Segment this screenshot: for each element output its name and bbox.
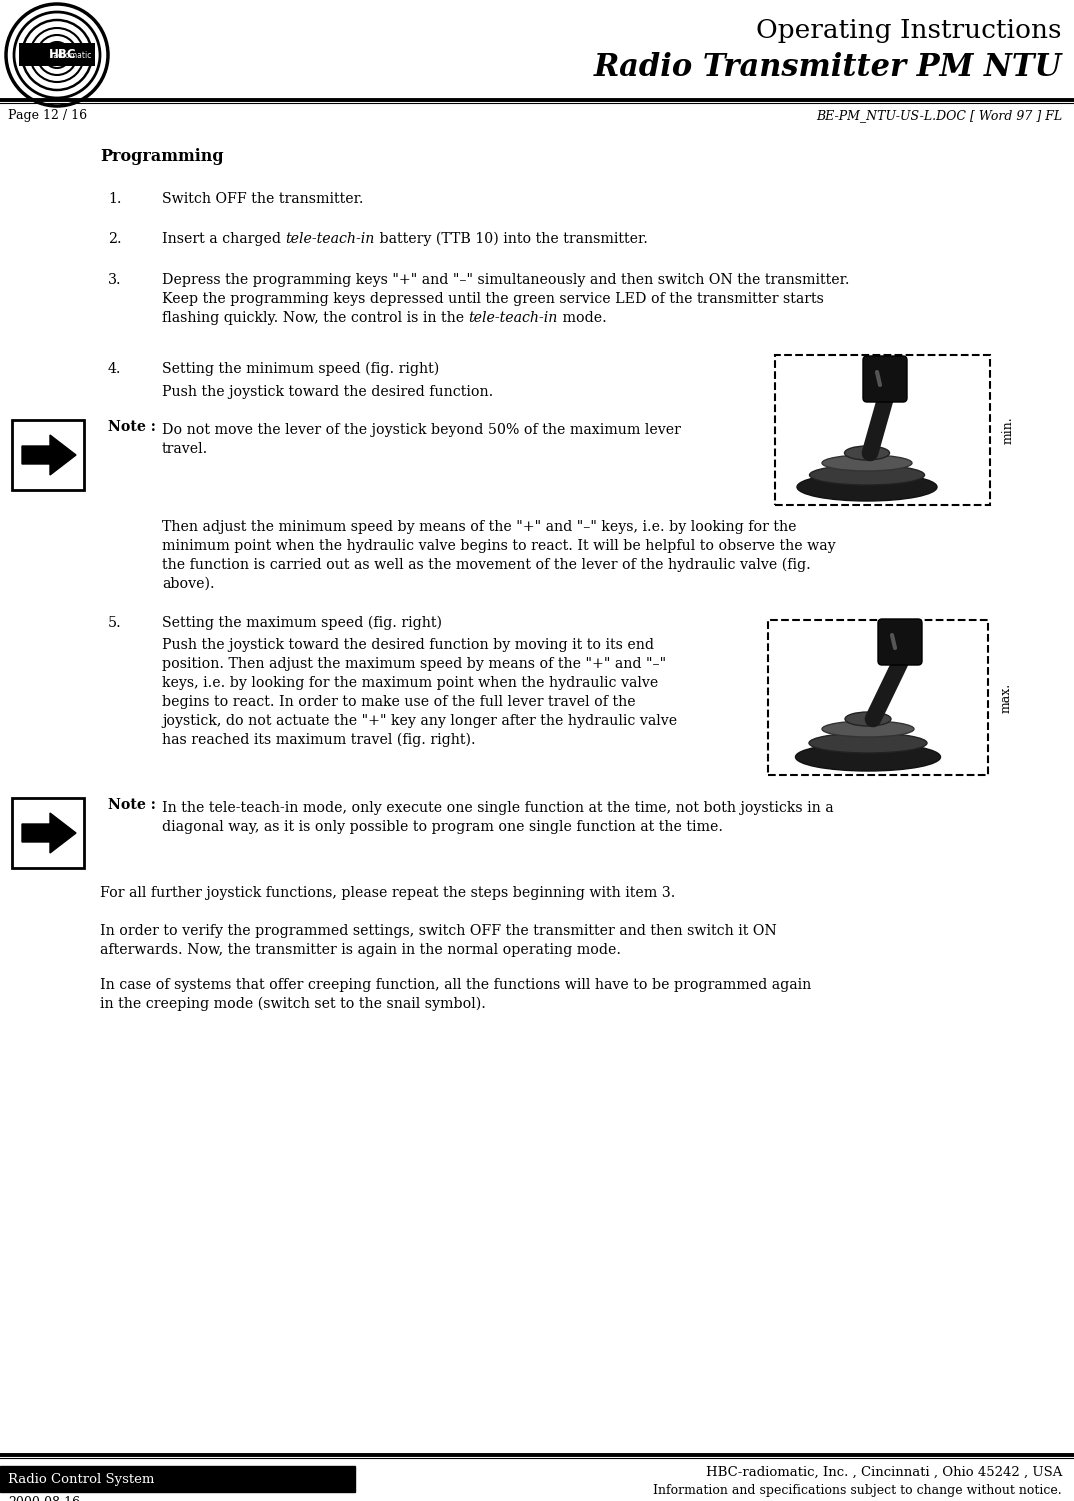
Bar <box>775 356 990 504</box>
FancyBboxPatch shape <box>863 356 908 402</box>
Bar <box>12 420 84 489</box>
Text: position. Then adjust the maximum speed by means of the "+" and "–": position. Then adjust the maximum speed … <box>162 657 666 671</box>
Bar <box>768 620 988 775</box>
Ellipse shape <box>845 711 891 726</box>
Text: min.: min. <box>1002 416 1015 444</box>
Text: 1.: 1. <box>108 192 121 206</box>
Polygon shape <box>21 814 76 853</box>
Ellipse shape <box>810 465 925 485</box>
Text: 4.: 4. <box>108 362 121 375</box>
Text: begins to react. In order to make use of the full lever travel of the: begins to react. In order to make use of… <box>162 695 636 708</box>
Text: battery (TTB 10) into the transmitter.: battery (TTB 10) into the transmitter. <box>375 233 648 246</box>
Text: tele-teach-in: tele-teach-in <box>468 311 558 326</box>
Text: Depress the programming keys "+" and "–" simultaneously and then switch ON the t: Depress the programming keys "+" and "–"… <box>162 273 850 287</box>
Text: In case of systems that offer creeping function, all the functions will have to : In case of systems that offer creeping f… <box>100 979 811 992</box>
Text: minimum point when the hydraulic valve begins to react. It will be helpful to ob: minimum point when the hydraulic valve b… <box>162 539 836 552</box>
Text: In the tele-teach-in mode, only execute one single function at the time, not bot: In the tele-teach-in mode, only execute … <box>162 802 833 815</box>
Text: In order to verify the programmed settings, switch OFF the transmitter and then : In order to verify the programmed settin… <box>100 925 777 938</box>
Bar <box>19 44 95 66</box>
Text: Setting the maximum speed (fig. right): Setting the maximum speed (fig. right) <box>162 615 442 630</box>
Ellipse shape <box>822 455 912 471</box>
Text: Note :: Note : <box>108 799 156 812</box>
Ellipse shape <box>797 473 937 501</box>
Text: Information and specifications subject to change without notice.: Information and specifications subject t… <box>653 1484 1062 1496</box>
Text: Then adjust the minimum speed by means of the "+" and "–" keys, i.e. by looking : Then adjust the minimum speed by means o… <box>162 519 797 534</box>
Text: flashing quickly. Now, the control is in the: flashing quickly. Now, the control is in… <box>162 311 468 326</box>
Text: Insert a charged: Insert a charged <box>162 233 286 246</box>
Ellipse shape <box>809 732 927 754</box>
Text: diagonal way, as it is only possible to program one single function at the time.: diagonal way, as it is only possible to … <box>162 820 723 835</box>
Text: joystick, do not actuate the "+" key any longer after the hydraulic valve: joystick, do not actuate the "+" key any… <box>162 714 677 728</box>
Text: Note :: Note : <box>108 420 156 434</box>
Bar <box>12 799 84 868</box>
Circle shape <box>5 3 108 107</box>
Ellipse shape <box>796 743 941 772</box>
Text: in the creeping mode (switch set to the snail symbol).: in the creeping mode (switch set to the … <box>100 997 485 1012</box>
Text: the function is carried out as well as the movement of the lever of the hydrauli: the function is carried out as well as t… <box>162 558 811 572</box>
Text: HBC: HBC <box>49 48 76 60</box>
Text: BE-PM_NTU-US-L.DOC [ Word 97 ] FL: BE-PM_NTU-US-L.DOC [ Word 97 ] FL <box>816 110 1062 122</box>
FancyBboxPatch shape <box>879 618 921 665</box>
Text: Push the joystick toward the desired function.: Push the joystick toward the desired fun… <box>162 384 493 399</box>
Text: mode.: mode. <box>558 311 607 326</box>
Polygon shape <box>21 435 76 474</box>
Text: For all further joystick functions, please repeat the steps beginning with item : For all further joystick functions, plea… <box>100 886 676 901</box>
Text: Page 12 / 16: Page 12 / 16 <box>8 110 87 122</box>
Text: travel.: travel. <box>162 441 208 456</box>
Text: Setting the minimum speed (fig. right): Setting the minimum speed (fig. right) <box>162 362 439 377</box>
Text: has reached its maximum travel (fig. right).: has reached its maximum travel (fig. rig… <box>162 732 476 747</box>
Text: 3.: 3. <box>108 273 121 287</box>
Text: Programming: Programming <box>100 149 223 165</box>
Text: Radio Control System: Radio Control System <box>8 1472 155 1486</box>
Text: Switch OFF the transmitter.: Switch OFF the transmitter. <box>162 192 363 206</box>
Text: 2.: 2. <box>108 233 121 246</box>
Text: radiomatic: radiomatic <box>50 51 91 60</box>
Text: tele-teach-in: tele-teach-in <box>286 233 375 246</box>
Text: Operating Instructions: Operating Instructions <box>756 18 1062 44</box>
Text: HBC-radiomatic, Inc. , Cincinnati , Ohio 45242 , USA: HBC-radiomatic, Inc. , Cincinnati , Ohio… <box>706 1466 1062 1478</box>
Text: Do not move the lever of the joystick beyond 50% of the maximum lever: Do not move the lever of the joystick be… <box>162 423 681 437</box>
Text: 5.: 5. <box>108 615 121 630</box>
Bar <box>0 1466 355 1492</box>
Text: keys, i.e. by looking for the maximum point when the hydraulic valve: keys, i.e. by looking for the maximum po… <box>162 675 658 690</box>
Text: above).: above). <box>162 576 215 591</box>
Text: Radio Transmitter PM NTU: Radio Transmitter PM NTU <box>594 53 1062 83</box>
Text: Push the joystick toward the desired function by moving it to its end: Push the joystick toward the desired fun… <box>162 638 654 651</box>
Text: max.: max. <box>1000 683 1013 713</box>
Text: afterwards. Now, the transmitter is again in the normal operating mode.: afterwards. Now, the transmitter is agai… <box>100 943 621 958</box>
Ellipse shape <box>822 720 914 737</box>
Text: 2000-08-16: 2000-08-16 <box>8 1496 81 1501</box>
Text: Keep the programming keys depressed until the green service LED of the transmitt: Keep the programming keys depressed unti… <box>162 293 824 306</box>
Ellipse shape <box>844 446 889 459</box>
